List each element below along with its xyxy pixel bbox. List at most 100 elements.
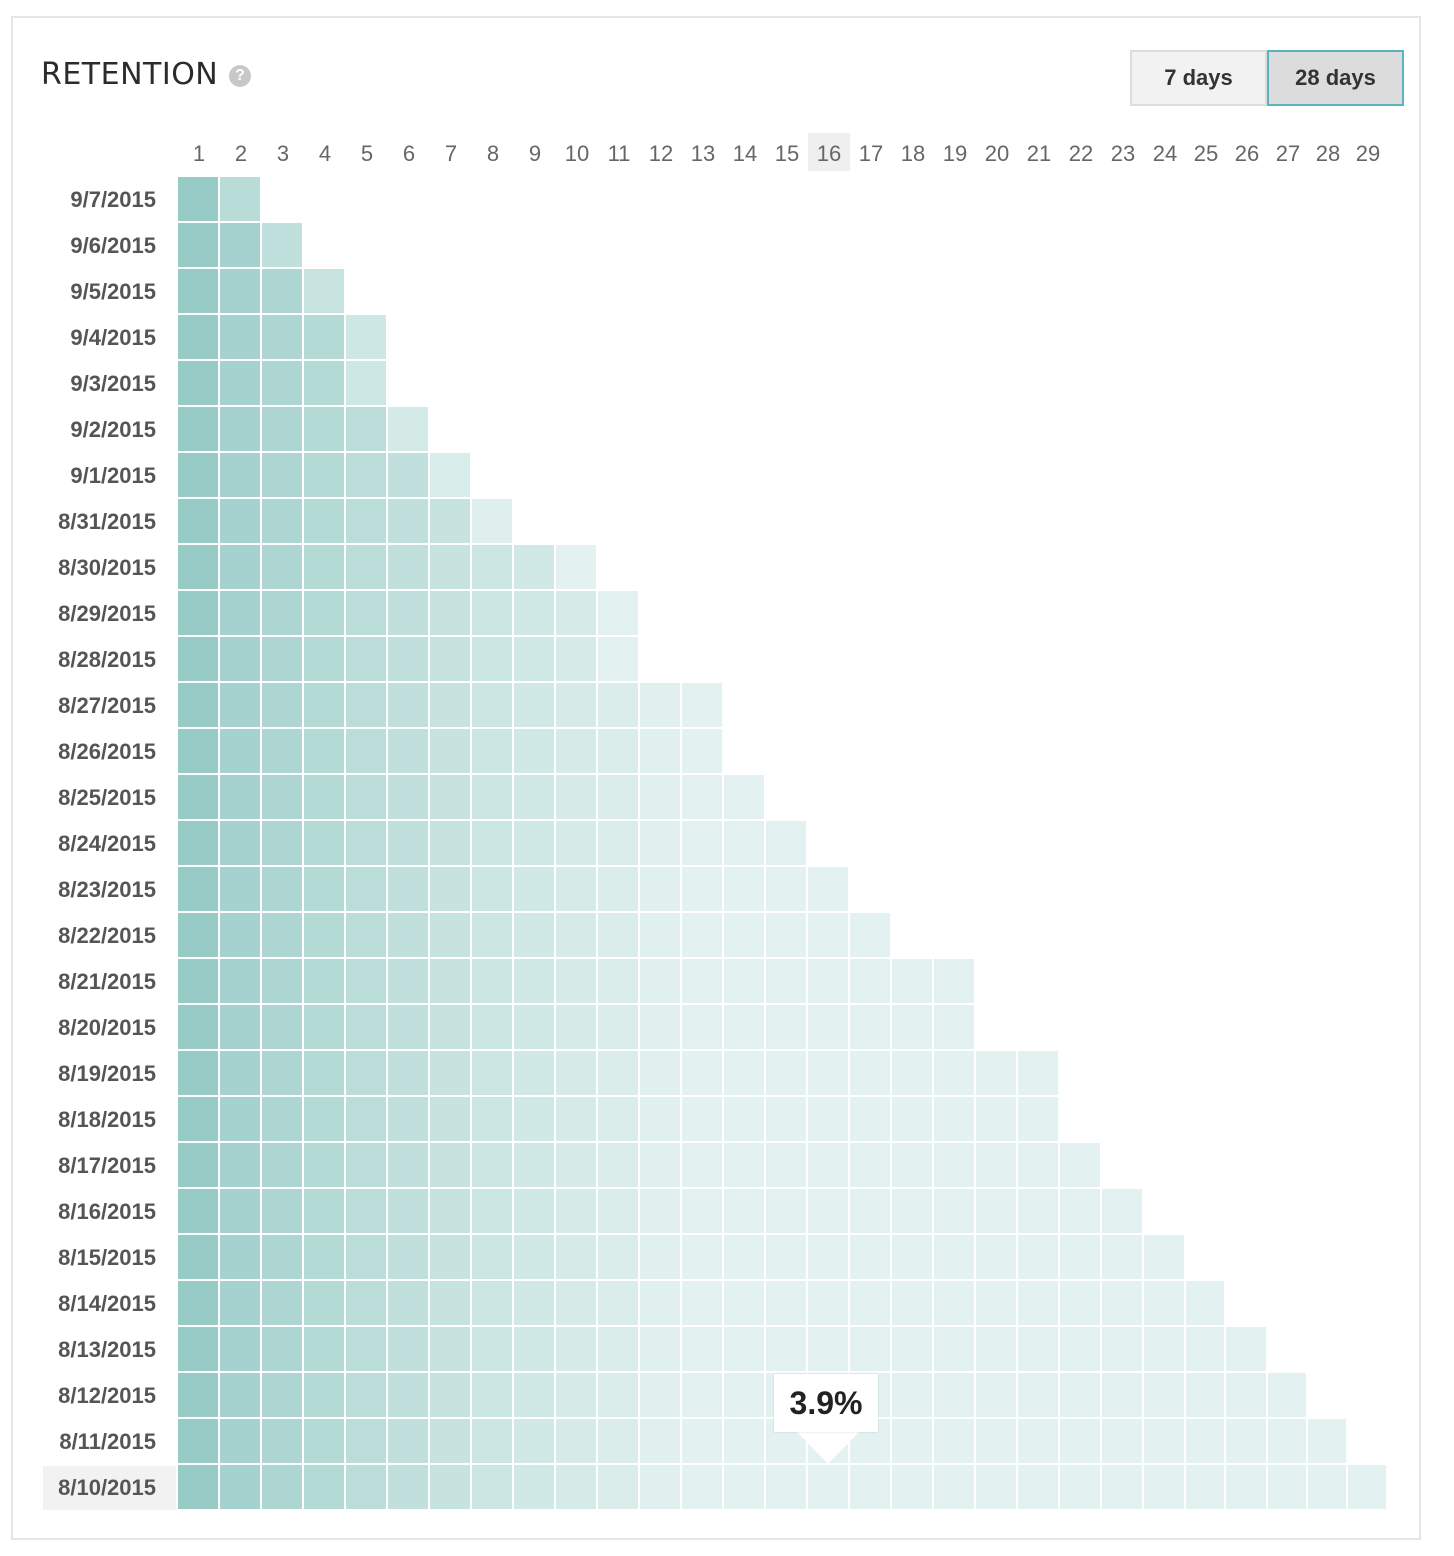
- retention-cell[interactable]: [724, 867, 766, 913]
- retention-cell[interactable]: [304, 913, 346, 959]
- retention-cell[interactable]: [472, 959, 514, 1005]
- retention-cell[interactable]: [178, 1373, 220, 1419]
- retention-cell[interactable]: [220, 1143, 262, 1189]
- retention-cell[interactable]: [514, 775, 556, 821]
- retention-cell[interactable]: [346, 1005, 388, 1051]
- retention-cell[interactable]: [682, 1465, 724, 1511]
- retention-cell[interactable]: [892, 1465, 934, 1511]
- retention-cell[interactable]: [724, 821, 766, 867]
- retention-cell[interactable]: [472, 913, 514, 959]
- retention-cell[interactable]: [220, 177, 262, 223]
- retention-cell[interactable]: [304, 591, 346, 637]
- retention-cell[interactable]: [934, 1235, 976, 1281]
- retention-cell[interactable]: [304, 1373, 346, 1419]
- retention-cell[interactable]: [640, 1235, 682, 1281]
- retention-cell[interactable]: [640, 1189, 682, 1235]
- retention-cell[interactable]: [808, 1189, 850, 1235]
- retention-cell[interactable]: [346, 1143, 388, 1189]
- retention-cell[interactable]: [724, 1281, 766, 1327]
- retention-cell[interactable]: [1102, 1189, 1144, 1235]
- retention-cell[interactable]: [346, 499, 388, 545]
- retention-cell[interactable]: [640, 867, 682, 913]
- retention-cell[interactable]: [430, 1189, 472, 1235]
- retention-cell[interactable]: [472, 1235, 514, 1281]
- retention-cell[interactable]: [1186, 1419, 1226, 1465]
- retention-cell[interactable]: [598, 867, 640, 913]
- retention-cell[interactable]: [388, 1281, 430, 1327]
- retention-cell[interactable]: [346, 1189, 388, 1235]
- retention-cell[interactable]: [892, 1189, 934, 1235]
- retention-cell[interactable]: [682, 1419, 724, 1465]
- retention-cell[interactable]: [262, 959, 304, 1005]
- retention-cell[interactable]: [1268, 1465, 1308, 1511]
- retention-cell[interactable]: [430, 775, 472, 821]
- retention-cell[interactable]: [472, 1097, 514, 1143]
- retention-cell[interactable]: [472, 683, 514, 729]
- retention-cell[interactable]: [220, 591, 262, 637]
- retention-cell[interactable]: [220, 1419, 262, 1465]
- retention-cell[interactable]: [598, 1189, 640, 1235]
- retention-cell[interactable]: [262, 453, 304, 499]
- retention-cell[interactable]: [556, 591, 598, 637]
- retention-cell[interactable]: [556, 545, 598, 591]
- retention-cell[interactable]: [682, 821, 724, 867]
- retention-cell[interactable]: [178, 1143, 220, 1189]
- retention-cell[interactable]: [514, 867, 556, 913]
- retention-cell[interactable]: [808, 1235, 850, 1281]
- retention-cell[interactable]: [640, 1281, 682, 1327]
- retention-cell[interactable]: [178, 959, 220, 1005]
- retention-cell[interactable]: [598, 729, 640, 775]
- retention-cell[interactable]: [262, 775, 304, 821]
- retention-cell[interactable]: [262, 1005, 304, 1051]
- retention-cell[interactable]: [766, 1005, 808, 1051]
- retention-cell[interactable]: [1144, 1281, 1186, 1327]
- retention-cell[interactable]: [514, 1005, 556, 1051]
- retention-cell[interactable]: [1060, 1419, 1102, 1465]
- retention-cell[interactable]: [262, 1051, 304, 1097]
- retention-cell[interactable]: [262, 1327, 304, 1373]
- retention-cell[interactable]: [640, 1005, 682, 1051]
- retention-cell[interactable]: [388, 821, 430, 867]
- retention-cell[interactable]: [556, 821, 598, 867]
- retention-cell[interactable]: [220, 1235, 262, 1281]
- retention-cell[interactable]: [1018, 1235, 1060, 1281]
- retention-cell[interactable]: [850, 1281, 892, 1327]
- retention-cell[interactable]: [262, 867, 304, 913]
- retention-cell[interactable]: [766, 821, 808, 867]
- range-28-days-button[interactable]: 28 days: [1267, 50, 1404, 106]
- retention-cell[interactable]: [262, 683, 304, 729]
- retention-cell[interactable]: [262, 1465, 304, 1511]
- retention-cell[interactable]: [1144, 1419, 1186, 1465]
- retention-cell[interactable]: [892, 1051, 934, 1097]
- retention-cell[interactable]: [598, 913, 640, 959]
- retention-cell[interactable]: [220, 959, 262, 1005]
- retention-cell[interactable]: [388, 1051, 430, 1097]
- retention-cell[interactable]: [346, 775, 388, 821]
- retention-cell[interactable]: [640, 1051, 682, 1097]
- retention-cell[interactable]: [514, 821, 556, 867]
- retention-cell[interactable]: [892, 1143, 934, 1189]
- retention-cell[interactable]: [766, 1235, 808, 1281]
- retention-cell[interactable]: [178, 821, 220, 867]
- retention-cell[interactable]: [976, 1235, 1018, 1281]
- retention-cell[interactable]: [934, 1327, 976, 1373]
- retention-cell[interactable]: [346, 453, 388, 499]
- retention-cell[interactable]: [388, 1373, 430, 1419]
- retention-cell[interactable]: [850, 1189, 892, 1235]
- retention-cell[interactable]: [430, 1235, 472, 1281]
- retention-cell[interactable]: [430, 959, 472, 1005]
- retention-cell[interactable]: [346, 729, 388, 775]
- retention-cell[interactable]: [178, 867, 220, 913]
- retention-cell[interactable]: [262, 821, 304, 867]
- retention-cell[interactable]: [808, 867, 850, 913]
- retention-cell[interactable]: [1018, 1097, 1060, 1143]
- retention-cell[interactable]: [304, 959, 346, 1005]
- retention-cell[interactable]: [304, 545, 346, 591]
- retention-cell[interactable]: [346, 1281, 388, 1327]
- retention-cell[interactable]: [682, 1143, 724, 1189]
- retention-cell[interactable]: [388, 637, 430, 683]
- retention-cell[interactable]: [346, 683, 388, 729]
- retention-cell[interactable]: [178, 1235, 220, 1281]
- retention-cell[interactable]: [934, 1143, 976, 1189]
- retention-cell[interactable]: [808, 1465, 850, 1511]
